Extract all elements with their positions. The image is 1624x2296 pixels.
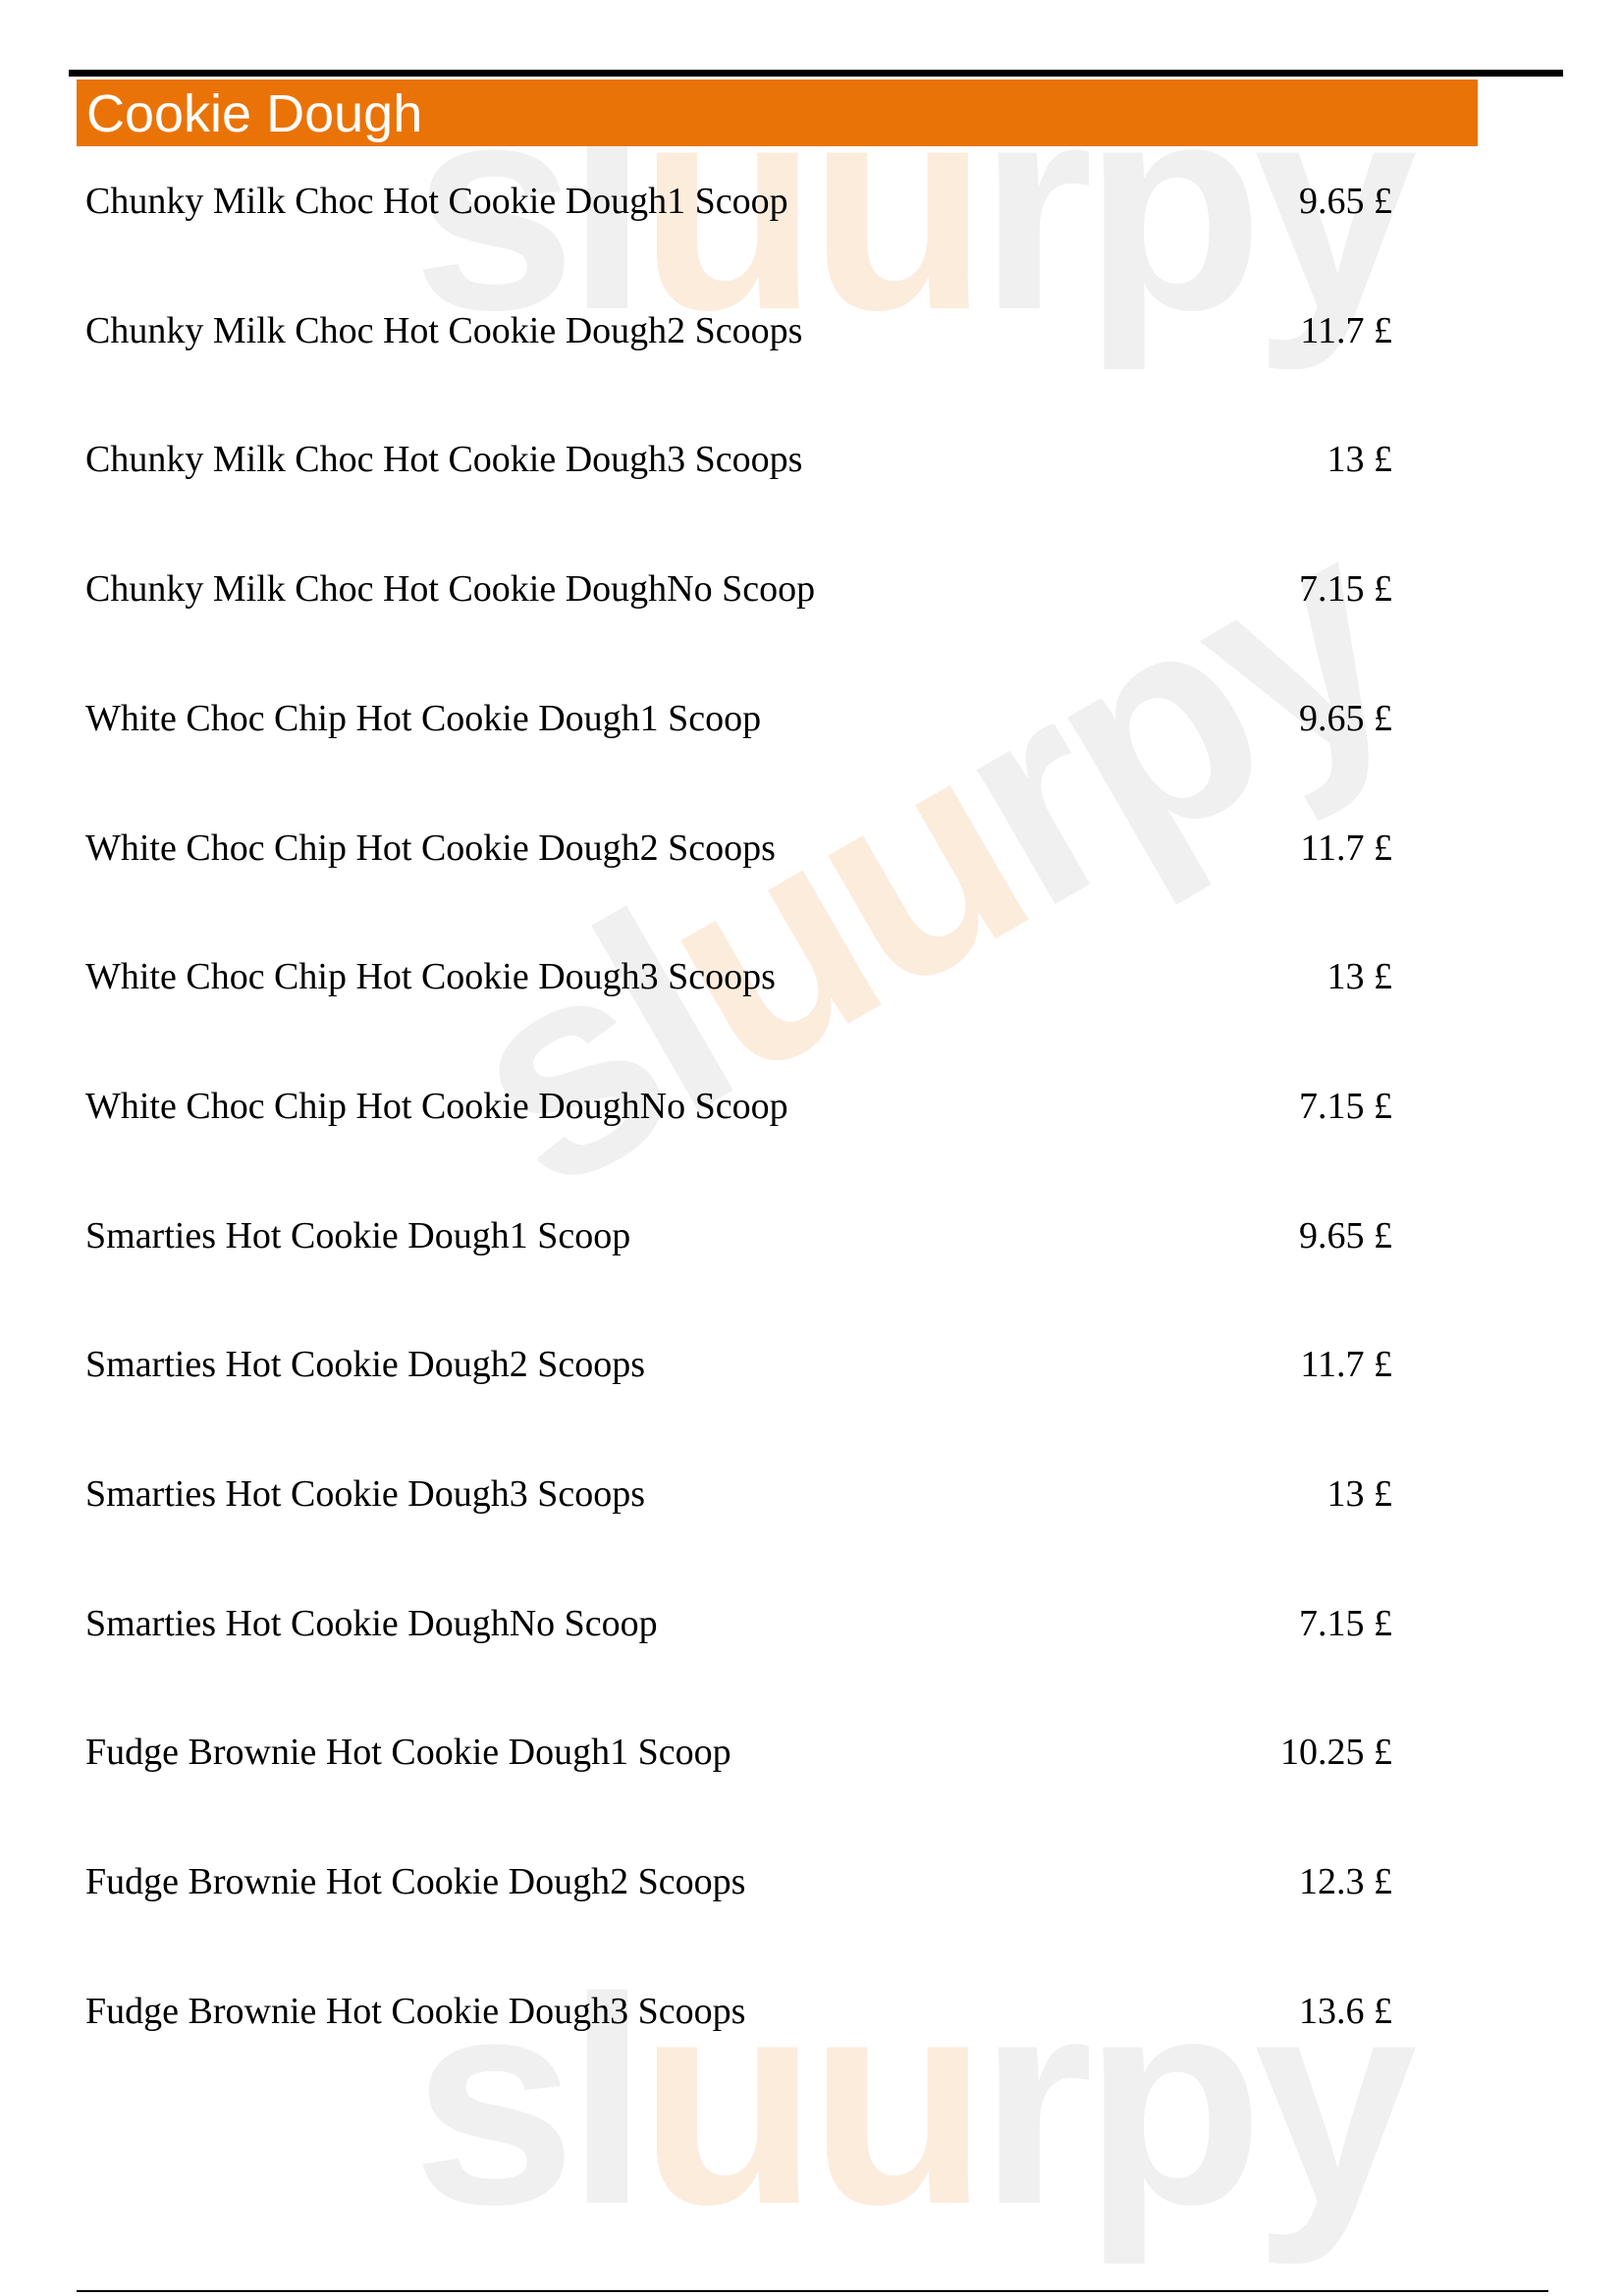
menu-item-name: Chunky Milk Choc Hot Cookie Dough1 Scoop [85,181,788,222]
menu-item-name: Chunky Milk Choc Hot Cookie Dough3 Scoop… [85,439,803,481]
menu-item: Chunky Milk Choc Hot Cookie Dough2 Scoop… [85,309,1392,358]
top-divider [69,70,1563,77]
menu-item: Chunky Milk Choc Hot Cookie Dough1 Scoop… [85,180,1392,229]
menu-item-price: 7.15 £ [1299,1085,1392,1127]
menu-item: Fudge Brownie Hot Cookie Dough2 Scoops 12… [85,1860,1392,1909]
menu-item-price: 10.25 £ [1280,1732,1392,1774]
menu-item-name: Smarties Hot Cookie Dough3 Scoops [85,1473,645,1515]
menu-item-price: 11.7 £ [1300,309,1392,351]
menu-item-name: Fudge Brownie Hot Cookie Dough1 Scoop [85,1732,731,1774]
menu-item-name: White Choc Chip Hot Cookie Dough2 Scoops [85,827,776,869]
menu-item: White Choc Chip Hot Cookie Dough1 Scoop 9… [85,697,1392,746]
menu-item-name: Fudge Brownie Hot Cookie Dough3 Scoops [85,1990,746,2032]
menu-item: White Choc Chip Hot Cookie DoughNo Scoop… [85,1085,1392,1134]
menu-item: Smarties Hot Cookie Dough2 Scoops 11.7 £ [85,1343,1392,1392]
menu-item-name: Smarties Hot Cookie DoughNo Scoop [85,1602,658,1644]
menu-item: White Choc Chip Hot Cookie Dough3 Scoops… [85,955,1392,1004]
menu-item-price: 9.65 £ [1299,697,1392,739]
menu-item-name: Smarties Hot Cookie Dough2 Scoops [85,1344,645,1386]
menu-item-name: White Choc Chip Hot Cookie DoughNo Scoop [85,1085,788,1127]
menu-item-price: 13 £ [1326,439,1393,481]
menu-item: Chunky Milk Choc Hot Cookie DoughNo Scoo… [85,567,1392,616]
menu-item: Smarties Hot Cookie DoughNo Scoop 7.15 £ [85,1602,1392,1651]
section-title: Cookie Dough [86,84,423,143]
menu-item: Fudge Brownie Hot Cookie Dough3 Scoops 13… [85,1990,1392,2039]
menu-item: Smarties Hot Cookie Dough1 Scoop 9.65 £ [85,1214,1392,1263]
menu-item-name: Chunky Milk Choc Hot Cookie DoughNo Scoo… [85,568,816,611]
menu-item: White Choc Chip Hot Cookie Dough2 Scoops… [85,827,1392,876]
menu-item-price: 11.7 £ [1300,1344,1392,1386]
bottom-divider [77,2290,1548,2292]
menu-item-name: White Choc Chip Hot Cookie Dough1 Scoop [85,697,762,739]
menu-item-price: 11.7 £ [1300,827,1392,869]
menu-item: Chunky Milk Choc Hot Cookie Dough3 Scoop… [85,438,1392,487]
menu-item: Smarties Hot Cookie Dough3 Scoops 13 £ [85,1472,1392,1522]
menu-item: Fudge Brownie Hot Cookie Dough1 Scoop 10.… [85,1731,1392,1780]
menu-item-name: Smarties Hot Cookie Dough1 Scoop [85,1214,631,1256]
menu-item-price: 13 £ [1326,956,1393,998]
menu-item-price: 12.3 £ [1299,1861,1392,1903]
section-header: Cookie Dough [77,80,1478,146]
menu-item-price: 9.65 £ [1299,1214,1392,1256]
menu-item-price: 7.15 £ [1299,1602,1392,1644]
menu-item-name: White Choc Chip Hot Cookie Dough3 Scoops [85,956,776,998]
menu-item-name: Fudge Brownie Hot Cookie Dough2 Scoops [85,1861,746,1903]
menu-item-price: 7.15 £ [1299,568,1392,611]
menu-item-price: 13 £ [1326,1473,1393,1515]
menu-item-price: 13.6 £ [1299,1990,1392,2032]
menu-item-name: Chunky Milk Choc Hot Cookie Dough2 Scoop… [85,309,803,351]
menu-item-price: 9.65 £ [1299,181,1392,222]
